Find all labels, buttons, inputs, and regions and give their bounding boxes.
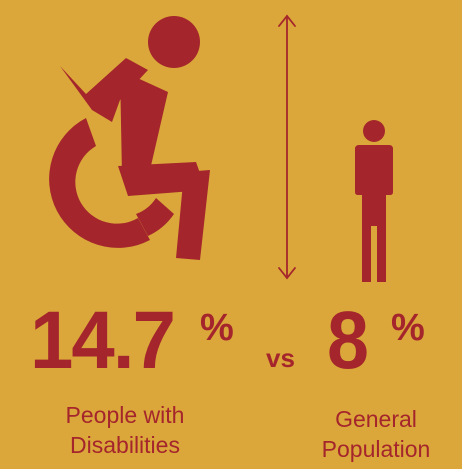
- stat-general-population-value: 8: [327, 300, 371, 382]
- label-people-with-disabilities: People with Disabilities: [40, 400, 210, 460]
- label-right-line2: Population: [321, 436, 431, 462]
- stat-left-number: 14.7: [30, 295, 176, 386]
- label-left-line2: Disabilities: [70, 432, 180, 458]
- label-general-population: General Population: [306, 404, 446, 464]
- label-right-line1: General: [335, 406, 417, 432]
- stat-left-percent-sign: %: [200, 307, 234, 349]
- illustration: [49, 14, 393, 282]
- vs-label: vs: [266, 343, 295, 373]
- double-headed-vertical-arrow-icon: [278, 14, 296, 280]
- standing-person-icon: [355, 120, 393, 282]
- stat-people-with-disabilities-value: 14.7: [30, 300, 182, 382]
- accessible-wheelchair-icon: [49, 16, 210, 260]
- stat-right-percent-sign: %: [391, 307, 425, 349]
- label-left-line1: People with: [65, 402, 185, 428]
- stat-right-number: 8: [327, 295, 369, 386]
